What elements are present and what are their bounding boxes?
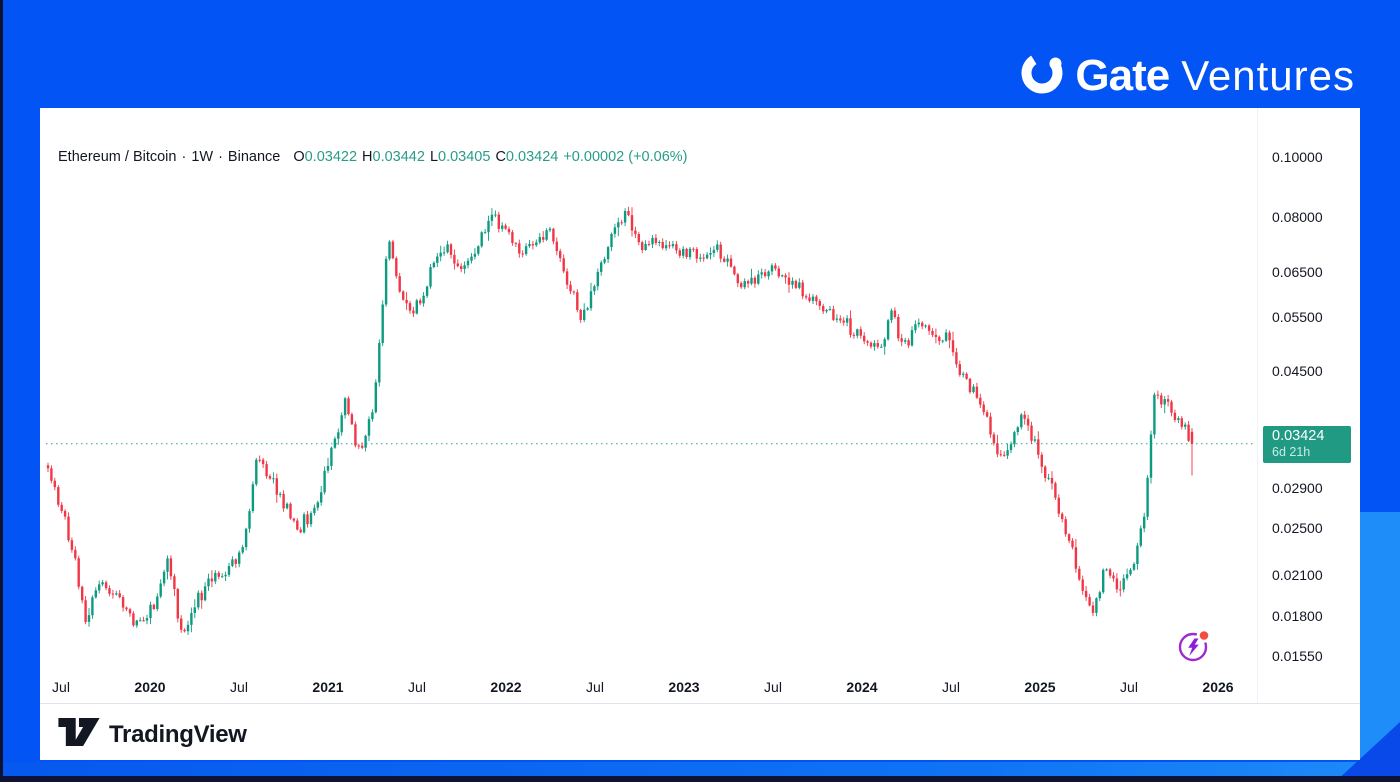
time-scale-divider: [40, 703, 1360, 704]
time-tick-label: Jul: [586, 679, 604, 695]
chart-panel: Ethereum / Bitcoin · 1W · Binance O 0.03…: [40, 108, 1360, 760]
low-value: 0.03405: [438, 149, 491, 165]
news-flash-icon[interactable]: [1174, 626, 1216, 666]
legend-sep: ·: [218, 149, 223, 165]
price-tick-label: 0.01550: [1272, 648, 1323, 664]
bar-countdown: 6d 21h: [1272, 445, 1311, 459]
price-tick-label: 0.08000: [1272, 209, 1323, 225]
tradingview-wordmark: TradingView: [109, 720, 247, 748]
gate-ventures-logo: Gate Ventures: [1019, 50, 1355, 101]
high-value: 0.03442: [372, 149, 425, 165]
high-label: H: [362, 149, 373, 165]
price-tick-label: 0.02500: [1272, 520, 1323, 536]
close-value: 0.03424: [505, 149, 559, 165]
time-tick-label: 2022: [490, 679, 522, 695]
price-tick-label: 0.06500: [1272, 264, 1323, 280]
time-tick-label: Jul: [230, 679, 248, 695]
price-tick-label: 0.01800: [1272, 608, 1323, 624]
price-tick-label: 0.10000: [1272, 149, 1323, 165]
time-tick-label: Jul: [52, 679, 70, 695]
decor-left-edge: [0, 0, 3, 782]
time-tick-label: Jul: [942, 679, 960, 695]
legend-sep: ·: [181, 149, 187, 165]
current-price-badge[interactable]: 0.03424 6d 21h: [1263, 426, 1351, 463]
price-tick-label: 0.02900: [1272, 480, 1323, 496]
ventures-logo-text: Ventures: [1181, 51, 1355, 99]
tradingview-logo[interactable]: TradingView: [58, 718, 247, 751]
price-tick-label: 0.04500: [1272, 363, 1323, 379]
decor-bottom-edge: [0, 776, 1400, 782]
time-scale[interactable]: Jul 2020 Jul 2021 Jul 2022 Jul 2023 Jul 2024 Jul 20…: [40, 676, 1258, 702]
time-tick-label: 2026: [1202, 679, 1234, 695]
current-price-value: 0.03424: [1272, 428, 1325, 444]
chart-legend: Ethereum / Bitcoin · 1W · Binance O 0.03…: [58, 149, 688, 165]
change-value: +0.00002 (+0.06%): [563, 149, 688, 165]
time-tick-label: Jul: [764, 679, 782, 695]
time-tick-label: Jul: [408, 679, 426, 695]
price-scale-divider: [1257, 108, 1258, 703]
price-tick-label: 0.05500: [1272, 309, 1323, 325]
time-tick-label: 2020: [134, 679, 166, 695]
symbol-title: Ethereum / Bitcoin: [58, 149, 177, 165]
open-value: 0.03422: [304, 149, 358, 165]
gate-logo-icon: [1019, 50, 1065, 101]
time-tick-label: 2024: [846, 679, 878, 695]
low-label: L: [429, 149, 439, 165]
time-tick-label: Jul: [1120, 679, 1138, 695]
interval-label: 1W: [191, 149, 214, 165]
time-tick-label: 2023: [668, 679, 700, 695]
price-tick-label: 0.02100: [1272, 567, 1323, 583]
open-label: O: [293, 149, 305, 165]
gate-logo-text: Gate: [1075, 50, 1170, 100]
close-label: C: [495, 149, 506, 165]
tradingview-icon: [58, 718, 100, 751]
time-tick-label: 2025: [1024, 679, 1056, 695]
price-scale[interactable]: 0.10000 0.08000 0.06500 0.05500 0.04500 0.029…: [1258, 108, 1360, 703]
decor-bottom-band: [0, 762, 1400, 776]
exchange-label: Binance: [227, 149, 281, 165]
time-tick-label: 2021: [312, 679, 344, 695]
